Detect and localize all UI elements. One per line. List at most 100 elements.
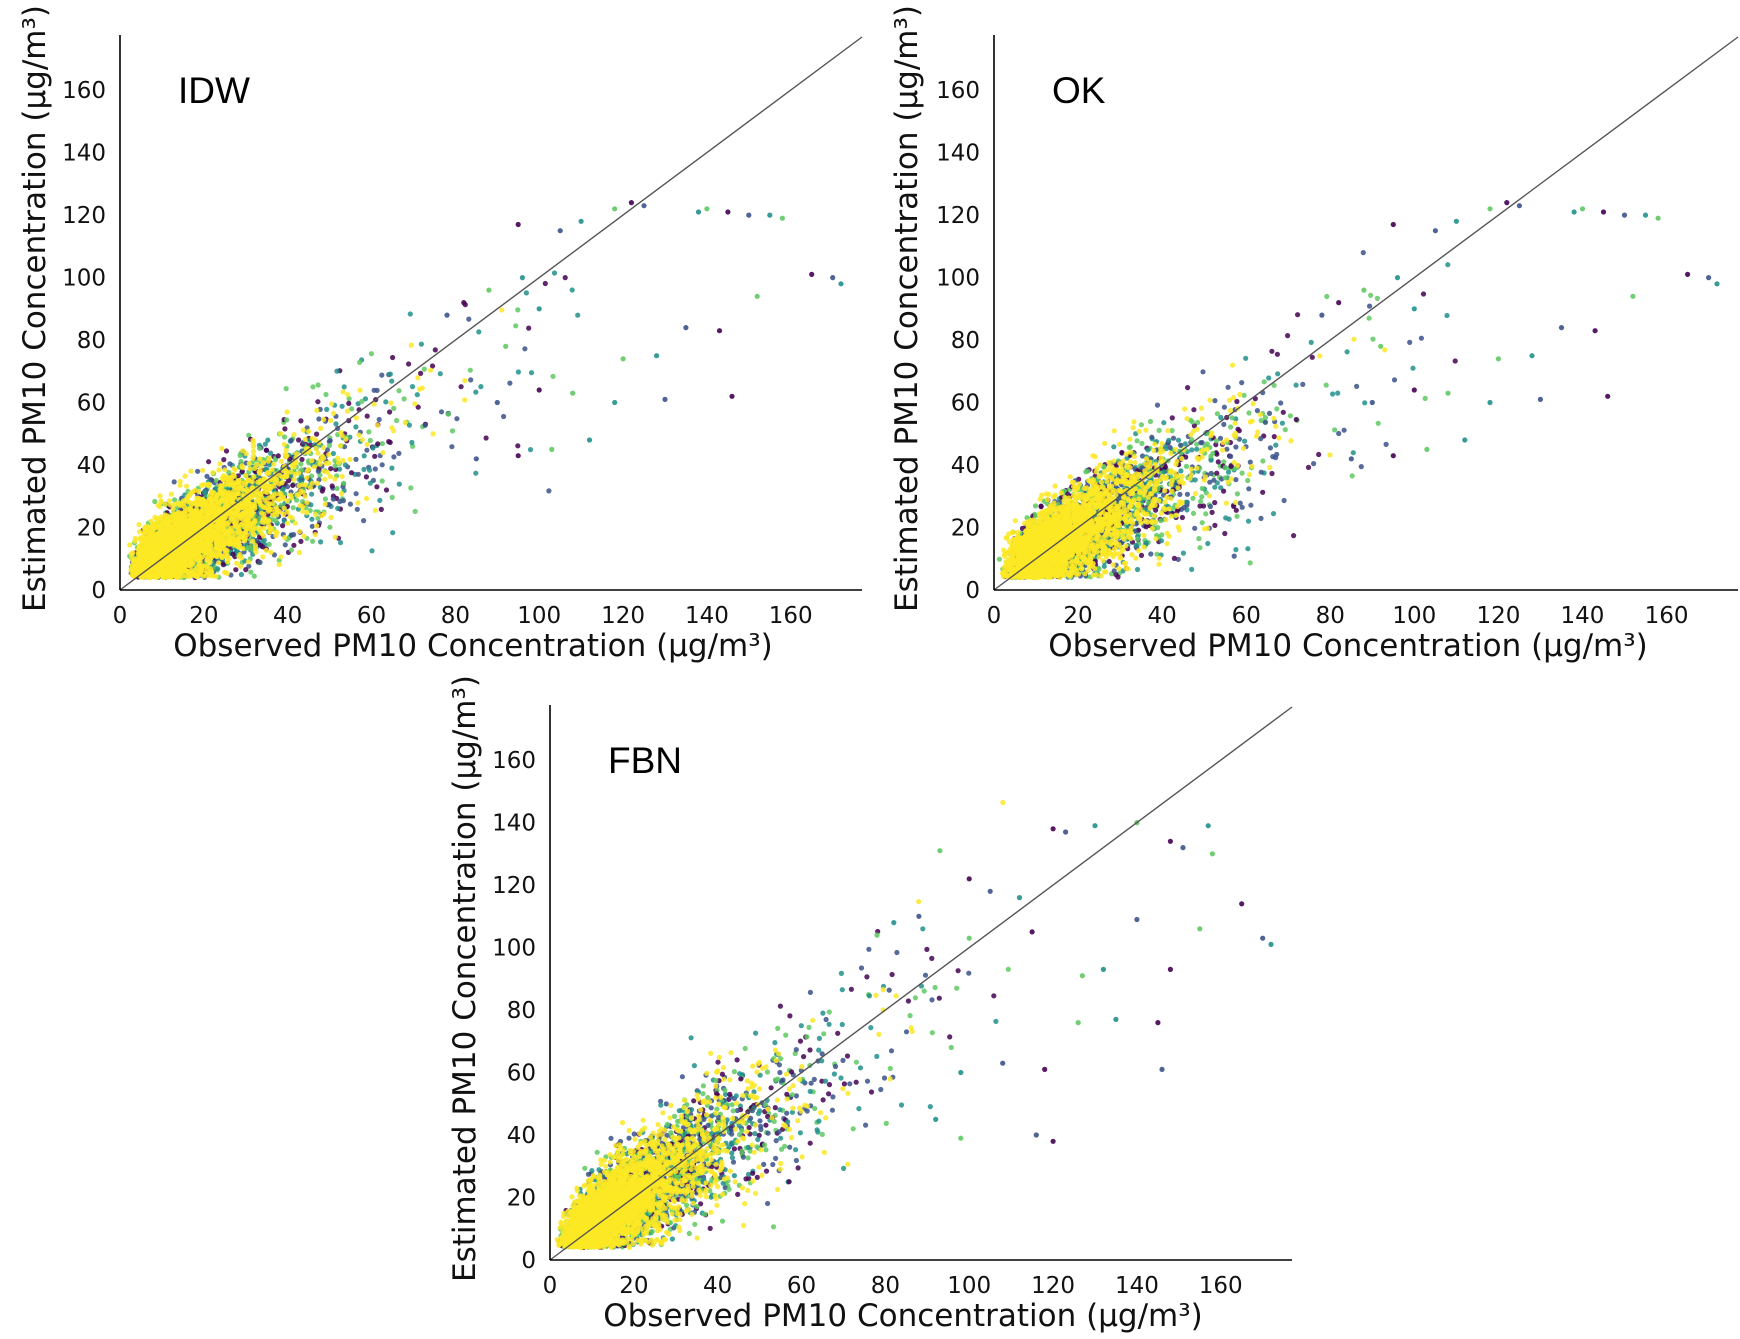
- data-point: [322, 496, 328, 502]
- data-point: [277, 472, 283, 478]
- data-point: [253, 549, 259, 555]
- data-point: [143, 547, 149, 553]
- data-point: [260, 554, 266, 560]
- data-point: [389, 465, 395, 471]
- data-point: [309, 523, 315, 529]
- data-point: [372, 466, 378, 472]
- data-point: [250, 448, 257, 454]
- data-point: [415, 375, 421, 381]
- data-point: [291, 542, 297, 548]
- data-point: [220, 521, 226, 527]
- data-point: [245, 559, 252, 565]
- data-point: [364, 413, 370, 419]
- data-point: [359, 398, 365, 404]
- data-point: [162, 501, 168, 507]
- data-point: [354, 506, 360, 512]
- data-point: [473, 389, 479, 395]
- data-point: [232, 510, 238, 516]
- data-point: [256, 497, 262, 503]
- data-point: [319, 453, 325, 459]
- data-point: [298, 418, 304, 424]
- data-point: [245, 544, 251, 550]
- data-point: [346, 400, 352, 406]
- data-point: [421, 366, 427, 372]
- data-point: [371, 401, 377, 407]
- data-point: [284, 417, 290, 423]
- data-point: [315, 382, 321, 388]
- data-point: [310, 538, 316, 544]
- data-point: [240, 465, 246, 471]
- data-point: [310, 384, 316, 390]
- data-point: [462, 397, 468, 403]
- data-point: [173, 563, 179, 569]
- data-point: [296, 437, 302, 443]
- data-point: [523, 290, 530, 296]
- data-point: [294, 497, 300, 503]
- data-point: [483, 435, 489, 441]
- data-point: [189, 561, 196, 567]
- data-point: [281, 511, 287, 517]
- data-point: [449, 444, 455, 450]
- data-point: [252, 542, 259, 549]
- data-point: [309, 473, 315, 479]
- data-point: [335, 505, 341, 511]
- data-point: [275, 497, 281, 503]
- data-point: [321, 416, 327, 423]
- data-point: [202, 489, 208, 495]
- data-point: [345, 392, 351, 398]
- data-point: [157, 493, 163, 499]
- data-point: [237, 452, 243, 459]
- data-point: [375, 441, 381, 447]
- data-point: [247, 466, 253, 472]
- data-point: [414, 392, 420, 398]
- data-point: [575, 312, 581, 318]
- data-point: [266, 541, 272, 548]
- data-point: [314, 480, 321, 486]
- data-point: [200, 482, 206, 488]
- data-point: [200, 515, 206, 521]
- data-point: [257, 559, 263, 566]
- data-point: [338, 429, 344, 436]
- data-point: [326, 439, 332, 445]
- data-point: [152, 498, 158, 505]
- data-point: [188, 468, 194, 474]
- data-point: [314, 431, 320, 437]
- data-point: [283, 386, 289, 392]
- data-point: [337, 498, 343, 505]
- data-point: [299, 456, 305, 463]
- data-point: [208, 566, 214, 572]
- data-point: [289, 463, 295, 469]
- data-point: [428, 367, 434, 373]
- data-point: [328, 417, 334, 424]
- data-point: [231, 484, 238, 491]
- data-point: [224, 511, 230, 517]
- data-point: [250, 437, 256, 443]
- data-point: [280, 486, 286, 492]
- data-point: [215, 530, 221, 536]
- data-point: [298, 461, 304, 467]
- data-point: [259, 544, 265, 550]
- data-point: [136, 522, 142, 528]
- data-point: [297, 528, 303, 535]
- data-point: [263, 447, 269, 453]
- data-point: [387, 409, 393, 415]
- data-point: [316, 416, 322, 422]
- data-point: [282, 542, 288, 548]
- data-point: [246, 432, 252, 438]
- data-point: [189, 540, 195, 546]
- data-point: [214, 492, 220, 499]
- data-point: [215, 506, 221, 512]
- data-point: [227, 461, 233, 467]
- data-point: [367, 480, 373, 486]
- data-point: [412, 508, 418, 514]
- data-point: [235, 535, 241, 541]
- data-point: [234, 560, 240, 566]
- data-point: [515, 369, 522, 375]
- data-point: [207, 541, 213, 547]
- data-point: [449, 428, 456, 434]
- data-point: [238, 571, 244, 578]
- data-point: [238, 458, 244, 465]
- data-point: [327, 524, 333, 530]
- data-point: [211, 490, 217, 496]
- data-point: [266, 495, 272, 501]
